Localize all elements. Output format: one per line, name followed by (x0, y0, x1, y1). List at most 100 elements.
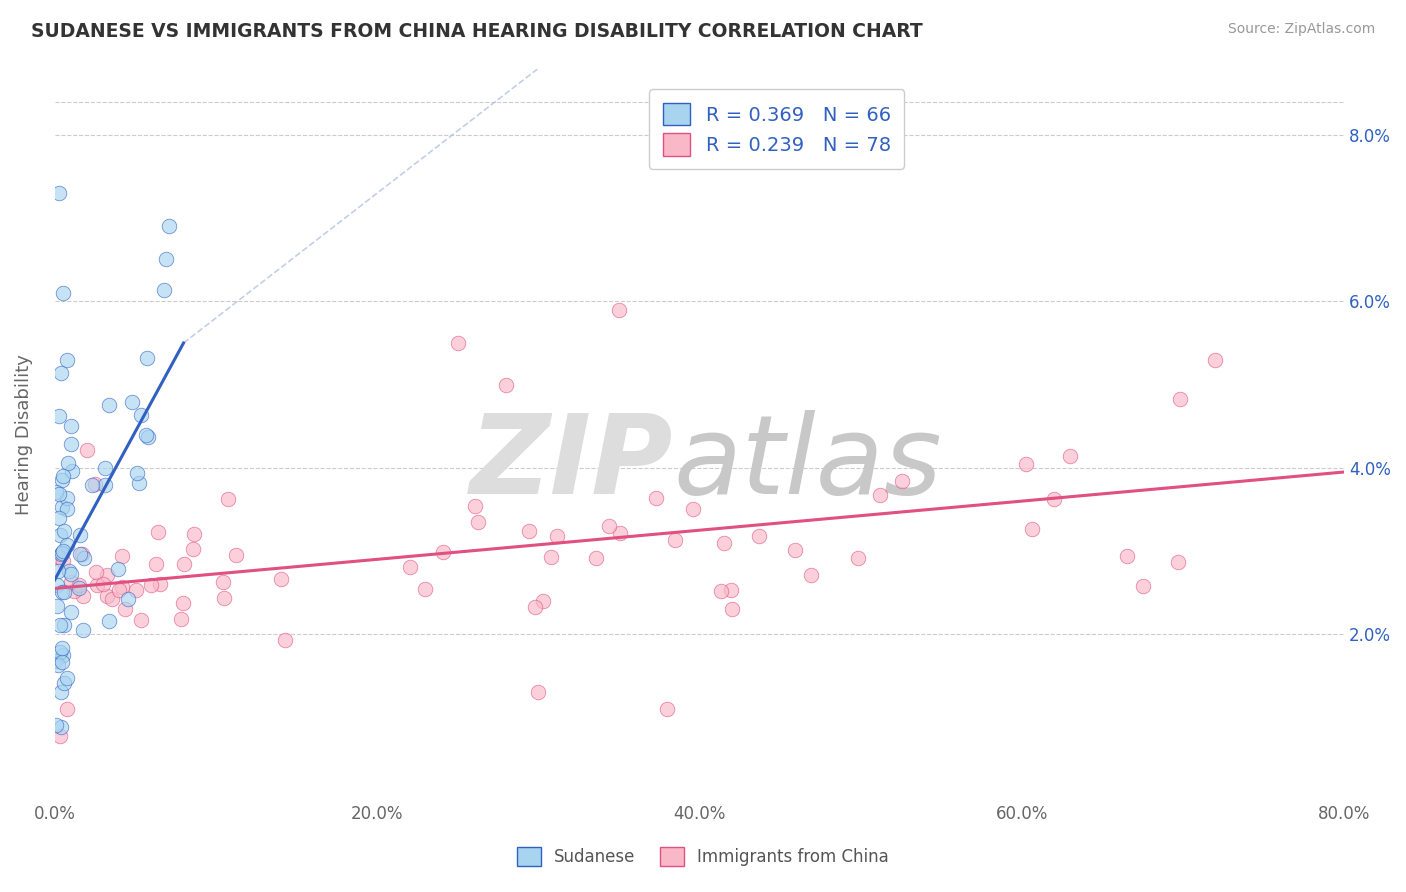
Point (59, 437, 82, 451)
Point (45, 718, 67, 732)
Point (51, 585, 73, 599)
Point (800, 567, 823, 582)
Point (173, 557, 195, 571)
Point (98, 614, 121, 628)
Point (664, 533, 686, 547)
Y-axis label: Hearing Disability: Hearing Disability (15, 354, 32, 515)
Point (173, 596, 195, 610)
Point (84, 565, 107, 579)
Point (540, 549, 562, 564)
Legend: R = 0.369   N = 66, R = 0.239   N = 78: R = 0.369 N = 66, R = 0.239 N = 78 (650, 89, 904, 169)
Point (48, 511, 70, 525)
Point (59, 574, 82, 589)
Point (720, 602, 742, 616)
Point (76, 443, 98, 458)
Point (170, 611, 193, 625)
Point (51, 500, 73, 514)
Point (52, 585, 75, 599)
Point (225, 548, 247, 562)
Point (114, 602, 136, 616)
Point (49, 528, 72, 542)
Point (273, 633, 295, 648)
Point (464, 499, 486, 513)
Point (56, 538, 79, 552)
Point (53, 618, 76, 632)
Point (212, 591, 235, 605)
Point (585, 551, 607, 566)
Point (495, 377, 517, 392)
Point (785, 543, 807, 558)
Point (111, 580, 134, 594)
Point (148, 524, 170, 539)
Point (55, 671, 77, 685)
Point (710, 584, 733, 599)
Point (446, 336, 468, 351)
Point (49, 685, 72, 699)
Point (270, 572, 292, 586)
Point (432, 545, 454, 559)
Point (51, 546, 73, 560)
Point (80, 477, 103, 491)
Point (217, 491, 239, 506)
Point (49, 617, 72, 632)
Point (52, 286, 75, 301)
Point (46, 657, 69, 672)
Point (531, 593, 554, 607)
Point (46, 578, 69, 592)
Text: ZIP: ZIP (470, 410, 673, 517)
Point (48, 549, 70, 564)
Point (1167, 555, 1189, 569)
Point (517, 524, 540, 538)
Point (644, 491, 666, 505)
Point (60, 464, 83, 478)
Point (52, 544, 75, 558)
Point (413, 582, 436, 596)
Point (69, 528, 91, 542)
Point (98, 398, 121, 412)
Point (73, 551, 96, 566)
Point (51, 641, 73, 656)
Point (1015, 457, 1038, 471)
Point (682, 502, 704, 516)
Point (67, 578, 90, 592)
Point (129, 613, 152, 627)
Point (55, 491, 77, 505)
Point (48, 409, 70, 423)
Point (53, 524, 76, 538)
Point (713, 536, 735, 550)
Point (52, 469, 75, 483)
Point (607, 302, 630, 317)
Point (720, 583, 742, 598)
Point (1043, 492, 1066, 507)
Point (91, 577, 114, 591)
Point (60, 418, 83, 433)
Point (56, 702, 79, 716)
Point (149, 576, 172, 591)
Point (747, 529, 769, 543)
Point (135, 351, 157, 365)
Point (44, 654, 66, 668)
Point (399, 559, 422, 574)
Point (135, 428, 157, 442)
Point (49, 720, 72, 734)
Point (69, 547, 91, 561)
Point (52, 554, 75, 568)
Point (96, 567, 118, 582)
Point (609, 525, 631, 540)
Point (141, 578, 163, 592)
Point (890, 474, 912, 488)
Point (72, 547, 94, 561)
Point (128, 476, 150, 491)
Point (60, 566, 83, 581)
Point (598, 518, 620, 533)
Point (56, 456, 79, 470)
Point (527, 685, 550, 699)
Point (46, 599, 69, 613)
Point (655, 702, 678, 716)
Point (1116, 549, 1139, 563)
Point (869, 488, 891, 502)
Point (212, 574, 235, 589)
Point (183, 527, 205, 541)
Point (96, 589, 118, 603)
Point (56, 502, 79, 516)
